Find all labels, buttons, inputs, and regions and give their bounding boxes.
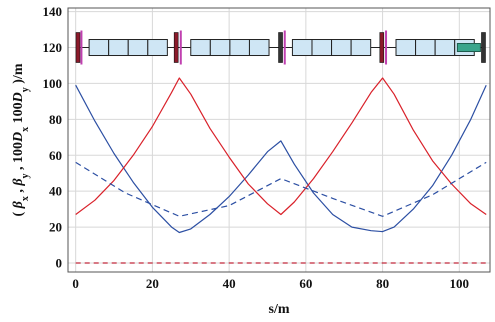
y-tick-label: 60 — [49, 148, 62, 163]
y-tick-label: 0 — [56, 256, 63, 271]
series-layer — [75, 77, 487, 264]
dipole-magnet — [127, 39, 149, 57]
dipole-magnet — [434, 39, 456, 57]
y-title-part: β — [11, 178, 26, 187]
y-title-part: x — [20, 196, 31, 201]
x-tick-label: 60 — [299, 276, 312, 291]
x-axis-title: s/m — [269, 302, 290, 317]
dipole-magnet — [291, 39, 313, 57]
rf-cavity — [456, 43, 481, 53]
dipole-magnet — [248, 39, 270, 57]
y-title-part: x — [20, 127, 31, 132]
y-tick-label: 80 — [49, 112, 62, 127]
y-tick-label: 100 — [43, 76, 63, 91]
x-tick-label: 40 — [223, 276, 236, 291]
dipole-magnet — [108, 39, 129, 57]
y-title-part: )/m — [11, 63, 26, 87]
x-tick-label: 0 — [72, 276, 79, 291]
dipole-magnet — [147, 39, 168, 57]
y-title-part: , — [11, 186, 26, 197]
dipole-magnet — [395, 39, 417, 57]
dipole-magnet — [311, 39, 333, 57]
corrector-magnet — [385, 30, 388, 65]
quadrupole-magnet — [75, 32, 81, 63]
beta-y-line — [75, 77, 487, 216]
x-tick-label: 20 — [146, 276, 159, 291]
y-tick-label: 40 — [49, 184, 62, 199]
lattice-layout — [75, 30, 486, 65]
quadrupole-magnet — [173, 32, 179, 63]
y-tick-label: 140 — [43, 4, 63, 19]
quadrupole-magnet — [379, 32, 385, 63]
dispersion-x-line — [75, 161, 487, 217]
plot-frame — [67, 7, 491, 273]
beta-x-line — [75, 84, 487, 234]
dipole-magnet — [88, 39, 110, 57]
y-tick-label: 20 — [49, 220, 62, 235]
dipole-magnet — [415, 39, 436, 57]
y-title-part: , 100 — [11, 142, 26, 174]
corrector-magnet — [80, 30, 83, 65]
dipole-magnet — [190, 39, 211, 57]
tick-labels: 0 20 40 60 80 100 0 20 40 60 80 100 120 140 — [43, 4, 470, 291]
quadrupole-magnet — [481, 32, 486, 63]
x-tick-label: 80 — [376, 276, 389, 291]
dipole-magnet — [331, 39, 352, 57]
dipole-magnet — [350, 39, 372, 57]
quadrupole-magnet — [278, 32, 283, 63]
y-title-part: ( — [11, 208, 26, 216]
corrector-magnet — [283, 30, 286, 65]
dipole-magnet — [229, 39, 250, 57]
y-title-part: D — [11, 92, 26, 103]
y-title-part: y — [20, 87, 31, 92]
y-tick-label: 120 — [43, 40, 63, 55]
x-tick-label: 100 — [450, 276, 470, 291]
y-title-part: β — [11, 200, 26, 209]
y-title-part: D — [11, 132, 26, 143]
y-title-part: 100 — [11, 102, 26, 127]
corrector-magnet — [179, 30, 182, 65]
y-title-part: y — [20, 173, 31, 178]
y-axis-title: ( βx , βy , 100Dx 100Dy )/m — [11, 63, 31, 216]
dipole-magnet — [209, 39, 231, 57]
